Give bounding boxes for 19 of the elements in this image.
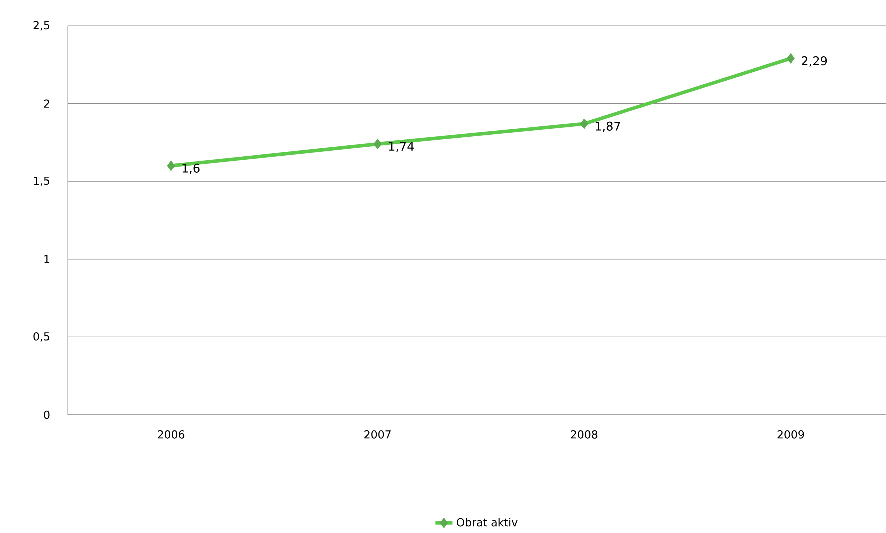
- y-tick-label: 2: [44, 100, 50, 108]
- x-tick-label: 2007: [364, 430, 391, 439]
- point: [374, 139, 382, 150]
- y-tick-label: 1,5: [34, 176, 50, 186]
- point: [167, 160, 176, 172]
- y-tick-label: 1: [44, 255, 50, 264]
- data-label: 1,6: [182, 164, 200, 174]
- y-tick-label: 0,5: [34, 332, 50, 342]
- y-tick-label: 0: [44, 410, 50, 420]
- point: [786, 53, 795, 64]
- x-tick-label: 2008: [571, 430, 598, 439]
- legend-label: Obrat aktiv: [457, 518, 518, 527]
- data-label: 1,87: [596, 122, 620, 132]
- data-label: 1,74: [389, 142, 414, 152]
- x-tick-label: 2009: [778, 430, 804, 439]
- x-tick-label: 2006: [158, 430, 185, 439]
- y-tick-label: 2,5: [34, 21, 50, 31]
- point: [580, 118, 588, 130]
- data-label: 2,29: [802, 56, 828, 67]
